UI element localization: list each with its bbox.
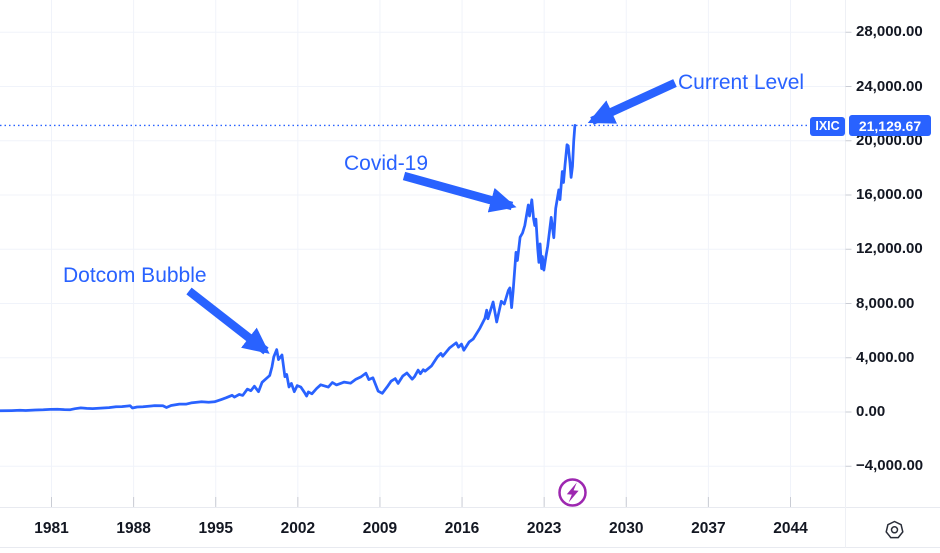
x-axis-label-2044: 2044	[773, 520, 808, 537]
y-axis-label-4000: 4,000.00	[856, 348, 915, 366]
axis-tick-marks	[51, 31, 852, 507]
x-axis-label-2037: 2037	[691, 520, 726, 537]
symbol-badge: IXIC	[810, 117, 845, 136]
dotcom-bubble-arrow	[186, 287, 270, 355]
y-axis-label-20000: 20,000.00	[856, 131, 923, 149]
x-axis-label-2016: 2016	[444, 520, 480, 537]
y-axis-label-8000: 8,000.00	[856, 294, 915, 312]
y-axis-label-16000: 16,000.00	[856, 186, 923, 203]
dotcom-bubble-label: Dotcom Bubble	[63, 264, 207, 287]
flash-icon[interactable]	[558, 478, 587, 507]
y-axis-label-28000: 28,000.00	[856, 23, 923, 41]
ixic-line	[0, 124, 577, 413]
x-axis-label-1988: 1988	[116, 520, 151, 537]
covid-19-label: Covid-19	[344, 152, 429, 175]
price-line-series	[0, 124, 577, 413]
x-axis-label-2030: 2030	[609, 520, 644, 537]
covid-19-arrow	[402, 171, 517, 213]
gridlines	[0, 0, 845, 505]
current-level-arrow	[587, 79, 677, 125]
x-axis-label-1995: 1995	[198, 520, 233, 537]
settings-icon[interactable]	[885, 520, 904, 539]
current-price-badge: 21,129.67	[849, 115, 931, 136]
current-level-label: Current Level	[678, 71, 805, 94]
annotation-arrows	[186, 79, 677, 355]
y-axis-label-0: 0.00	[856, 403, 886, 420]
x-axis-label-1981: 1981	[34, 520, 69, 537]
y-axis-label-12000: 12,000.00	[856, 240, 923, 258]
y-axis-label-24000: 24,000.00	[856, 77, 923, 95]
x-axis-label-2023: 2023	[526, 520, 562, 537]
x-axis-label-2002: 2002	[280, 520, 316, 537]
x-axis-label-2009: 2009	[362, 520, 398, 537]
y-axis-label--4000: −4,000.00	[856, 457, 924, 475]
